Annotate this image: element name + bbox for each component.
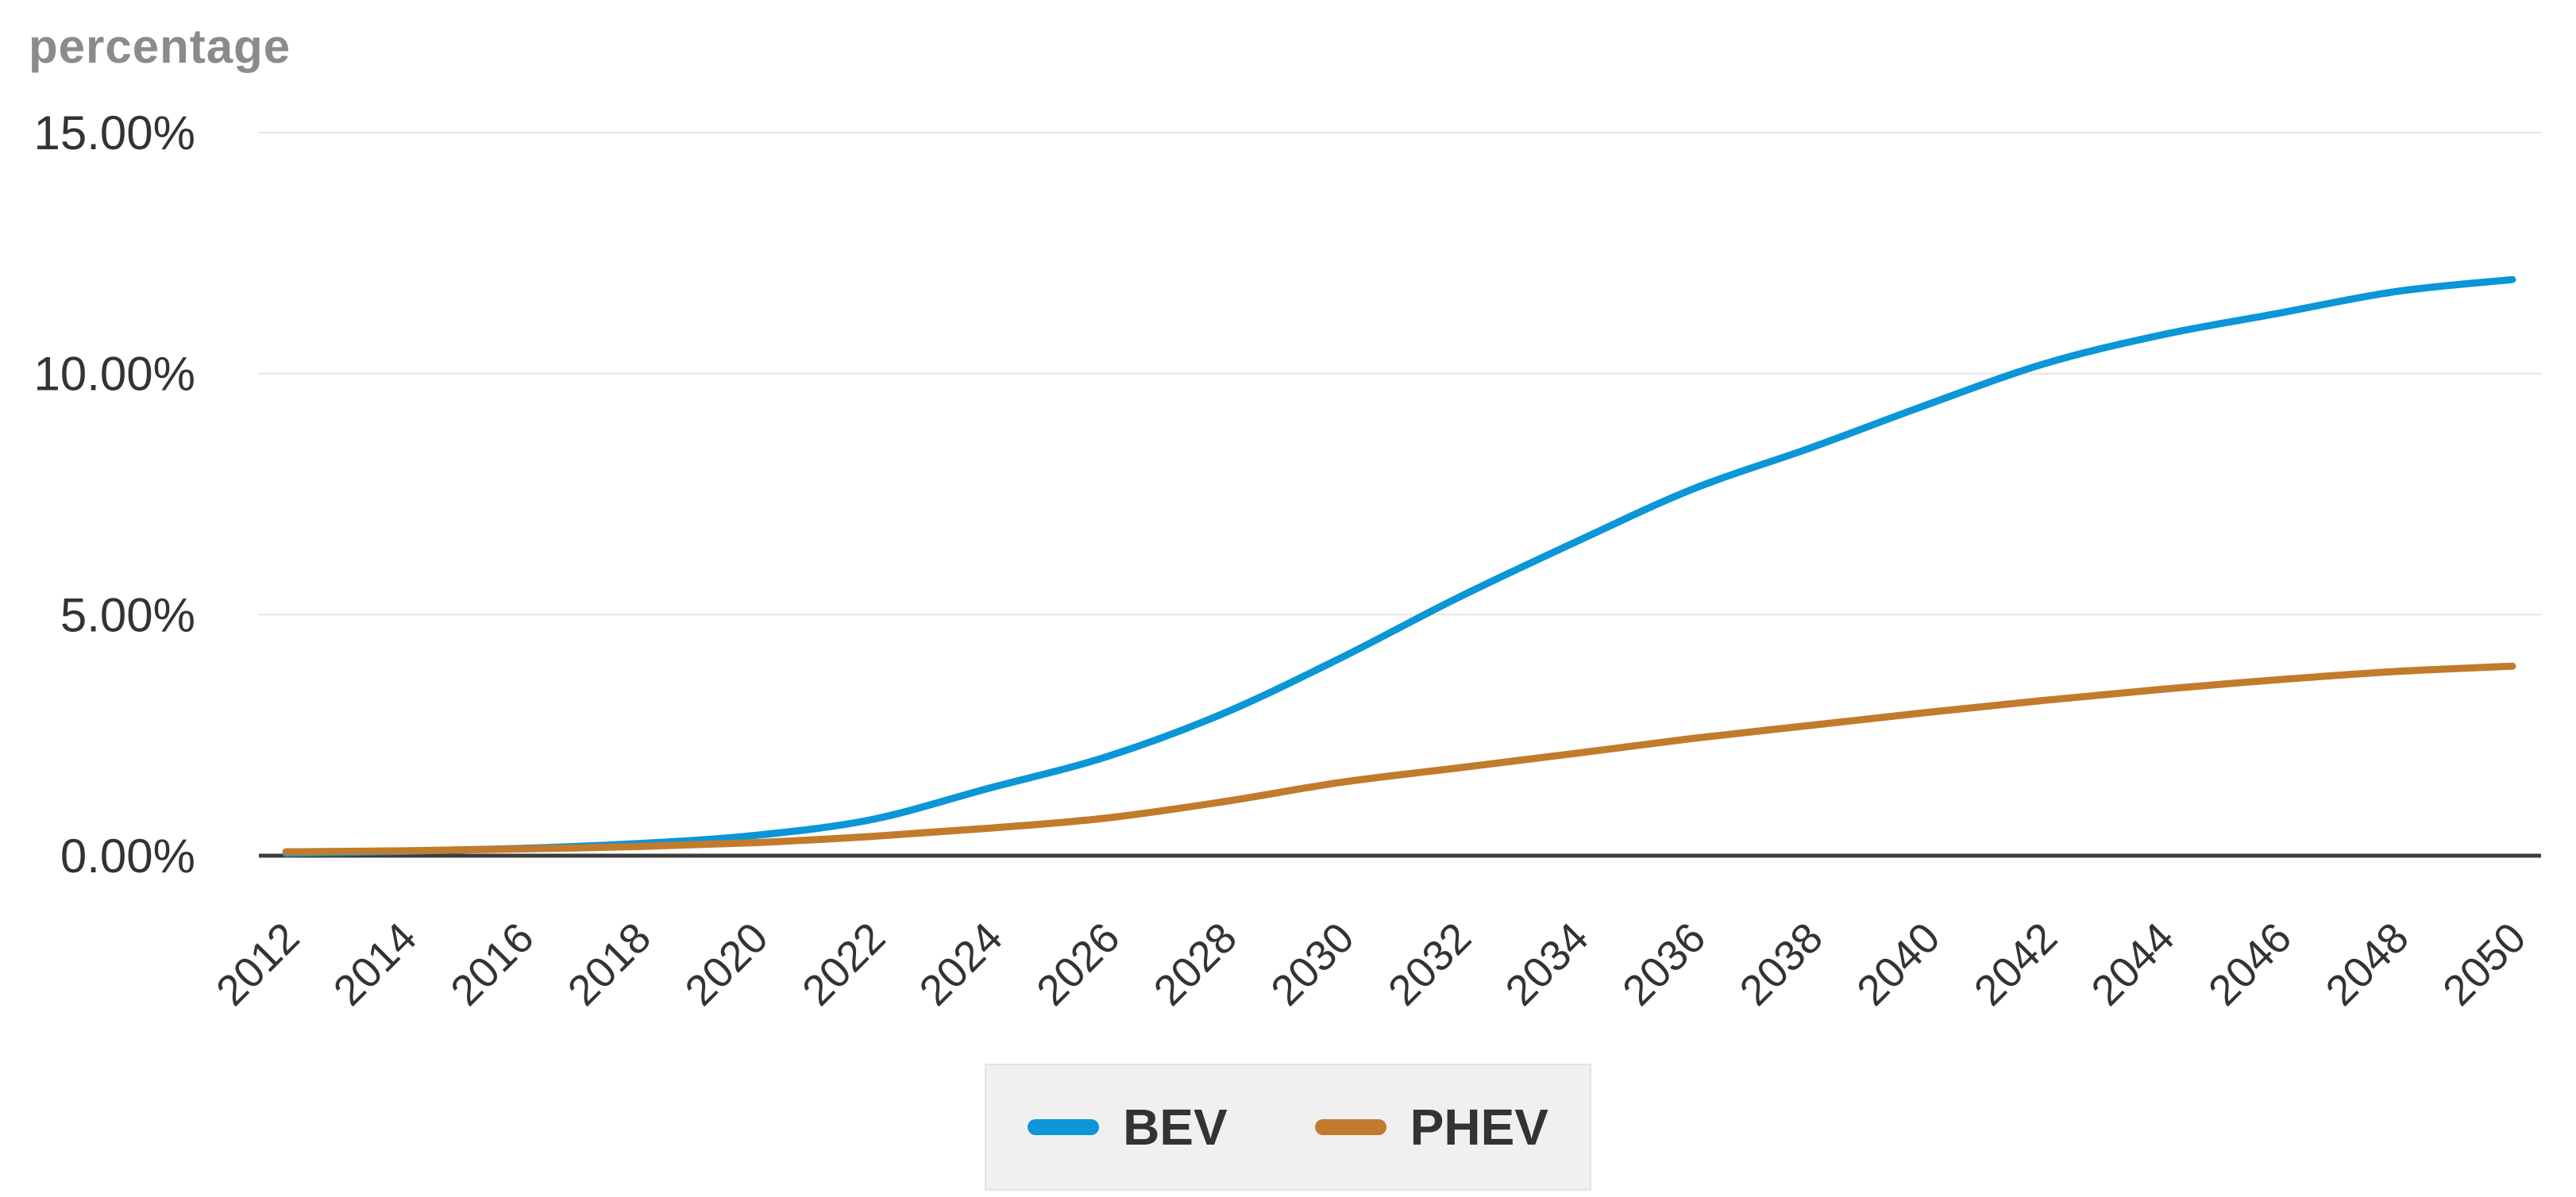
x-axis-tick-label: 2036 bbox=[1614, 914, 1714, 1014]
x-axis-tick-label: 2046 bbox=[2200, 914, 2300, 1014]
x-axis-tick-label: 2050 bbox=[2434, 914, 2535, 1014]
y-axis-tick-label: 10.00% bbox=[34, 348, 196, 401]
y-axis-tick-label: 0.00% bbox=[60, 829, 195, 883]
legend-swatch-phev bbox=[1314, 1119, 1386, 1135]
legend-label-bev: BEV bbox=[1123, 1099, 1228, 1156]
x-axis-tick-label: 2028 bbox=[1145, 914, 1246, 1014]
series-line-phev[interactable] bbox=[282, 662, 2516, 856]
x-axis-tick-label: 2024 bbox=[911, 914, 1012, 1014]
y-axis-tick-label: 5.00% bbox=[60, 588, 195, 641]
x-axis-tick-label: 2032 bbox=[1379, 914, 1480, 1014]
x-axis-tick-label: 2022 bbox=[793, 914, 894, 1014]
x-axis-tick-label: 2016 bbox=[442, 914, 542, 1014]
legend-item-phev[interactable]: PHEV bbox=[1314, 1098, 1548, 1157]
legend-label-phev: PHEV bbox=[1409, 1099, 1548, 1156]
legend: BEV PHEV bbox=[985, 1064, 1591, 1191]
x-axis-tick-label: 2020 bbox=[676, 914, 777, 1014]
y-axis-tick-label: 15.00% bbox=[34, 106, 196, 160]
x-axis-tick-label: 2042 bbox=[1965, 914, 2066, 1014]
x-axis-tick-label: 2012 bbox=[207, 914, 308, 1014]
x-axis-tick-label: 2030 bbox=[1262, 914, 1363, 1014]
series-line-bev[interactable] bbox=[282, 275, 2516, 857]
x-axis-tick-label: 2044 bbox=[2082, 914, 2183, 1014]
x-axis-tick-label: 2018 bbox=[559, 914, 660, 1014]
x-axis-tick-label: 2014 bbox=[325, 914, 426, 1014]
legend-item-bev[interactable]: BEV bbox=[1028, 1098, 1228, 1157]
chart-title: percentage bbox=[29, 20, 291, 73]
x-axis-tick-label: 2038 bbox=[1731, 914, 1832, 1014]
x-axis-tick-label: 2040 bbox=[1848, 914, 1949, 1014]
legend-swatch-bev bbox=[1028, 1119, 1100, 1135]
x-axis-tick-label: 2026 bbox=[1028, 914, 1128, 1014]
x-axis-tick-label: 2034 bbox=[1497, 914, 1598, 1014]
x-axis-tick-label: 2048 bbox=[2317, 914, 2418, 1014]
